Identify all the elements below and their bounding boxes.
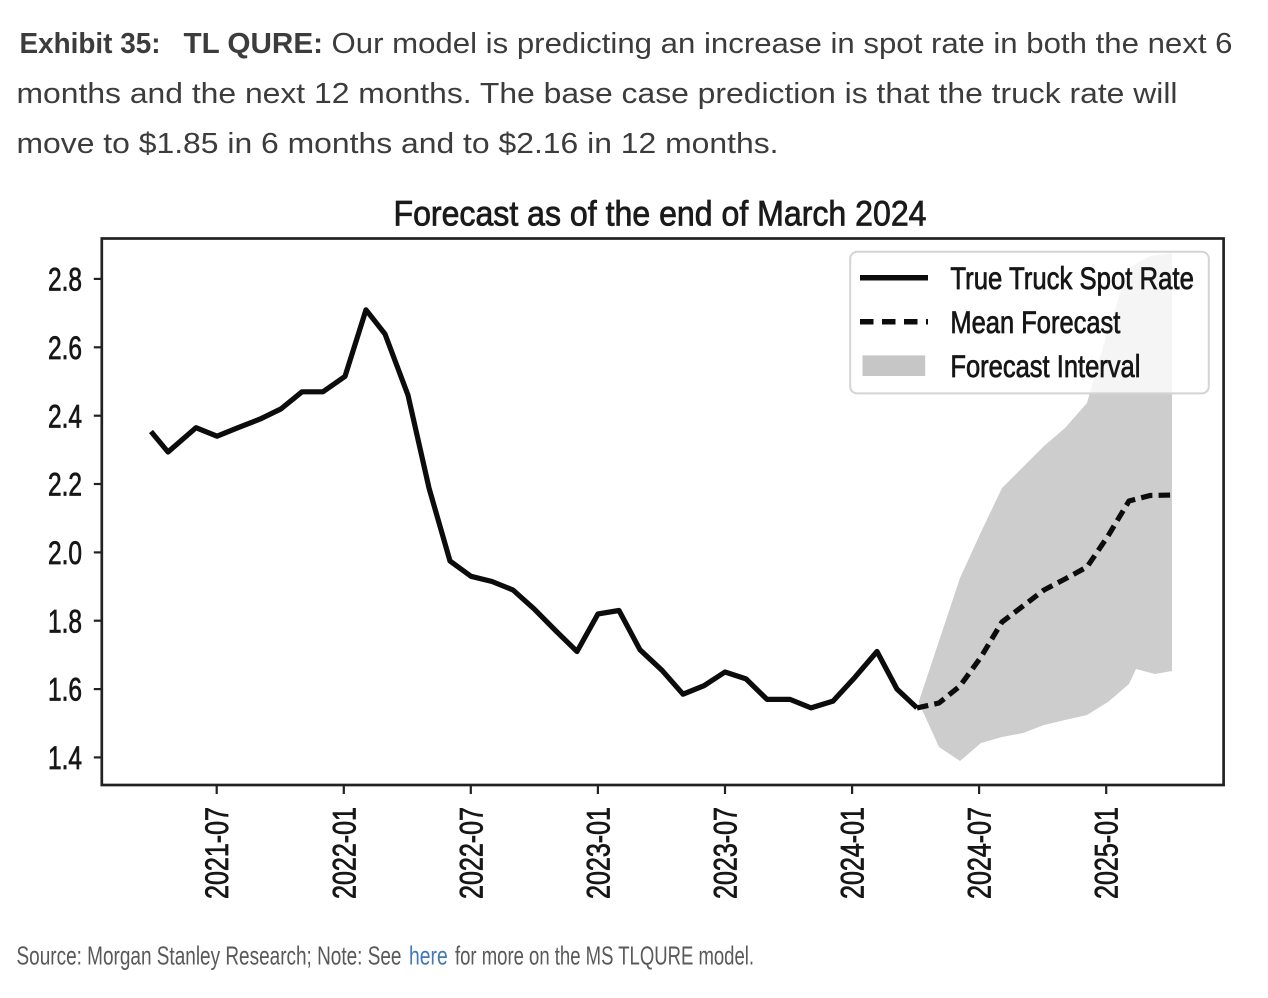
svg-text:for more on the MS TLQURE mode: for more on the MS TLQURE model.: [455, 941, 754, 971]
svg-text:Our model is predicting an inc: Our model is predicting an increase in s…: [332, 28, 1233, 60]
svg-text:2.0: 2.0: [48, 535, 82, 571]
svg-text:1.4: 1.4: [48, 740, 82, 776]
svg-text:2024-01: 2024-01: [835, 807, 871, 899]
svg-text:months and the next 12 months.: months and the next 12 months. The base …: [17, 78, 1178, 110]
svg-text:2023-07: 2023-07: [708, 807, 744, 899]
svg-text:1.6: 1.6: [48, 672, 82, 708]
svg-text:2021-07: 2021-07: [199, 807, 235, 899]
svg-text:1.8: 1.8: [48, 603, 82, 639]
svg-text:Mean Forecast: Mean Forecast: [950, 304, 1120, 340]
svg-text:Forecast as of the end of Marc: Forecast as of the end of March 2024: [394, 194, 927, 234]
svg-text:2023-01: 2023-01: [580, 807, 616, 899]
svg-text:2.6: 2.6: [48, 330, 82, 366]
svg-text:2025-01: 2025-01: [1089, 807, 1125, 899]
svg-text:2024-07: 2024-07: [962, 807, 998, 899]
svg-text:2.2: 2.2: [48, 467, 82, 503]
svg-text:2.8: 2.8: [48, 262, 82, 298]
svg-text:Forecast Interval: Forecast Interval: [950, 348, 1140, 384]
svg-text:True Truck Spot Rate: True Truck Spot Rate: [950, 260, 1194, 296]
svg-text:2.4: 2.4: [48, 398, 82, 434]
svg-text:here: here: [409, 941, 448, 971]
svg-text:Exhibit 35:: Exhibit 35:: [20, 28, 161, 60]
svg-text:move to $1.85 in 6 months and: move to $1.85 in 6 months and to $2.16 i…: [17, 128, 779, 160]
svg-text:2022-07: 2022-07: [453, 807, 489, 899]
svg-text:Source: Morgan Stanley Researc: Source: Morgan Stanley Research; Note: S…: [17, 941, 402, 971]
svg-text:2022-01: 2022-01: [326, 807, 362, 899]
svg-text:TL QURE:: TL QURE:: [184, 28, 324, 60]
